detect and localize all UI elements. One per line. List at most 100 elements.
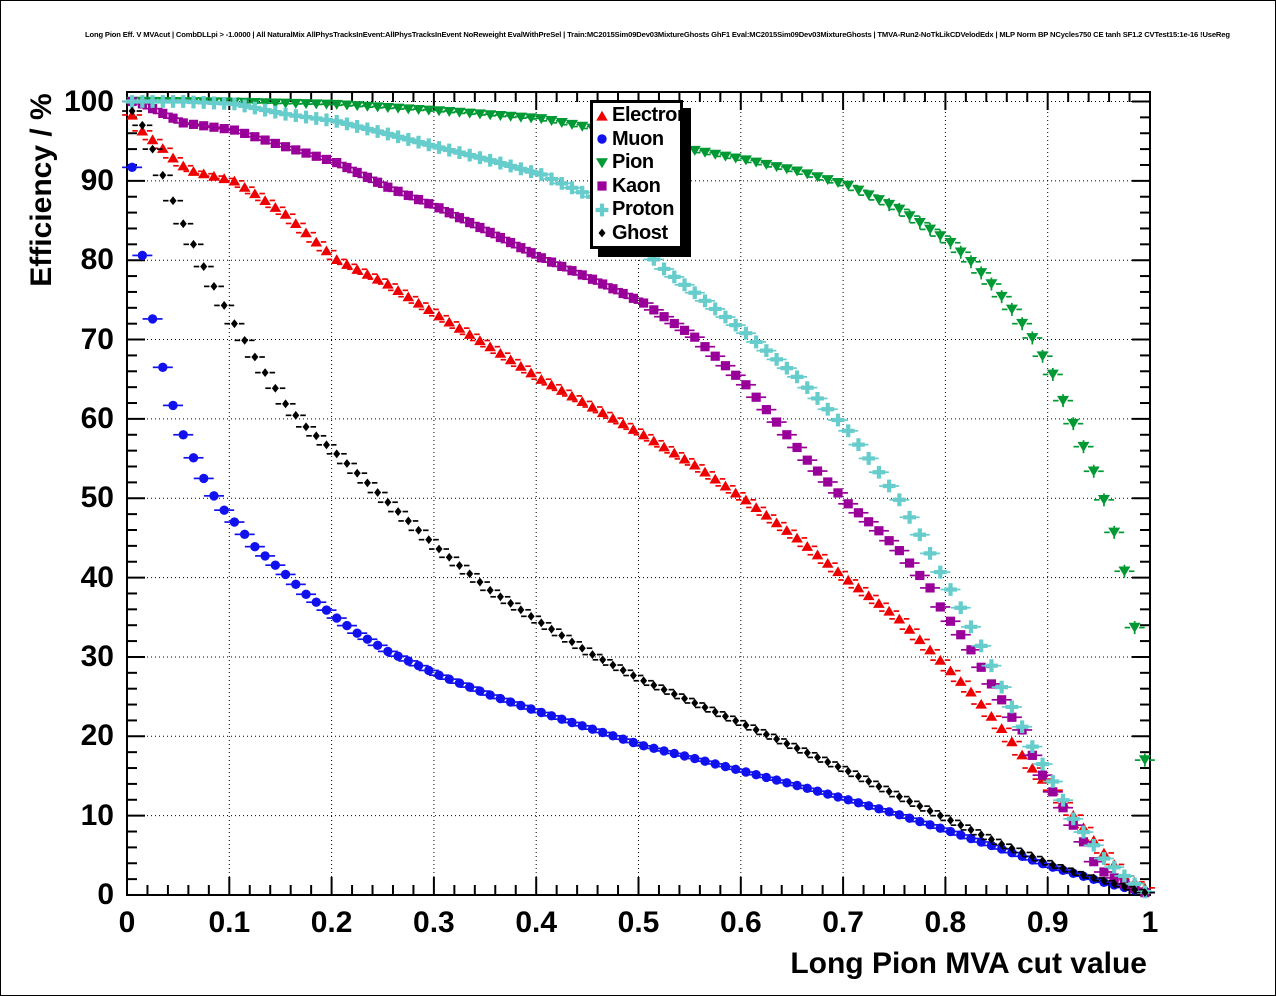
y-tick-label: 90: [80, 163, 114, 197]
marker: [803, 748, 811, 758]
marker: [688, 459, 701, 470]
marker: [1099, 867, 1109, 877]
marker: [445, 552, 453, 562]
marker: [586, 401, 599, 412]
marker: [127, 162, 137, 173]
marker: [893, 204, 906, 215]
marker: [862, 452, 876, 465]
marker: [159, 170, 167, 180]
marker: [843, 499, 853, 509]
marker: [465, 217, 475, 228]
marker: [885, 787, 893, 796]
marker: [915, 570, 925, 581]
marker: [875, 782, 883, 791]
circle-icon: [597, 134, 607, 144]
marker: [514, 112, 527, 123]
marker: [383, 182, 393, 192]
marker: [967, 825, 975, 835]
marker: [597, 181, 607, 191]
marker: [678, 278, 691, 292]
marker: [567, 717, 577, 728]
marker: [977, 830, 985, 840]
marker: [852, 185, 865, 196]
x-tick-label: 0: [118, 906, 136, 939]
marker: [1016, 318, 1029, 329]
marker: [800, 381, 814, 395]
marker: [363, 478, 371, 488]
marker: [219, 505, 229, 515]
legend-item-pion: Pion: [595, 151, 680, 174]
marker: [504, 111, 517, 122]
marker: [596, 407, 609, 418]
marker: [1058, 803, 1068, 813]
marker: [627, 424, 640, 434]
marker: [1036, 757, 1049, 771]
marker: [1039, 856, 1047, 866]
marker: [392, 103, 405, 114]
marker: [1128, 877, 1142, 891]
marker: [333, 449, 341, 459]
marker: [995, 723, 1008, 733]
marker: [770, 352, 784, 366]
marker: [332, 613, 342, 623]
marker: [301, 148, 311, 158]
marker: [578, 643, 586, 653]
marker: [167, 152, 179, 163]
marker: [496, 592, 504, 602]
marker: [342, 620, 352, 631]
marker: [476, 577, 484, 587]
marker: [250, 132, 260, 142]
marker: [565, 181, 579, 195]
series-proton: [122, 95, 1155, 899]
marker: [146, 95, 159, 108]
marker: [280, 569, 291, 580]
marker: [340, 100, 353, 111]
marker: [842, 180, 855, 191]
marker: [894, 546, 904, 556]
marker: [587, 724, 598, 734]
marker: [147, 314, 158, 324]
marker: [903, 623, 916, 634]
marker: [923, 546, 937, 560]
marker: [516, 700, 526, 711]
marker: [402, 291, 415, 302]
marker: [852, 582, 865, 593]
marker: [688, 286, 702, 300]
marker: [251, 352, 259, 362]
marker: [1046, 369, 1059, 380]
marker: [444, 674, 454, 684]
marker: [302, 422, 310, 432]
marker: [210, 281, 218, 291]
marker: [485, 227, 495, 238]
marker: [525, 113, 538, 124]
marker: [924, 644, 936, 655]
marker: [749, 335, 763, 349]
marker: [841, 424, 855, 438]
marker: [248, 101, 262, 115]
marker: [657, 262, 671, 276]
marker: [831, 413, 845, 427]
marker: [1077, 825, 1090, 839]
marker: [874, 526, 884, 536]
y-tick-label: 70: [80, 322, 114, 356]
marker: [197, 96, 211, 109]
marker: [527, 611, 535, 621]
marker: [1087, 466, 1100, 477]
marker: [577, 721, 587, 731]
marker: [853, 508, 864, 518]
marker: [1089, 857, 1099, 867]
marker: [954, 676, 967, 686]
marker: [320, 99, 333, 110]
marker: [310, 236, 323, 247]
marker: [759, 344, 773, 358]
marker: [137, 250, 148, 261]
marker: [340, 117, 354, 131]
marker: [493, 156, 507, 170]
x-tick-label: 0.2: [310, 906, 353, 939]
marker: [545, 116, 558, 127]
marker: [443, 107, 456, 118]
marker: [708, 302, 722, 316]
marker: [310, 99, 323, 110]
